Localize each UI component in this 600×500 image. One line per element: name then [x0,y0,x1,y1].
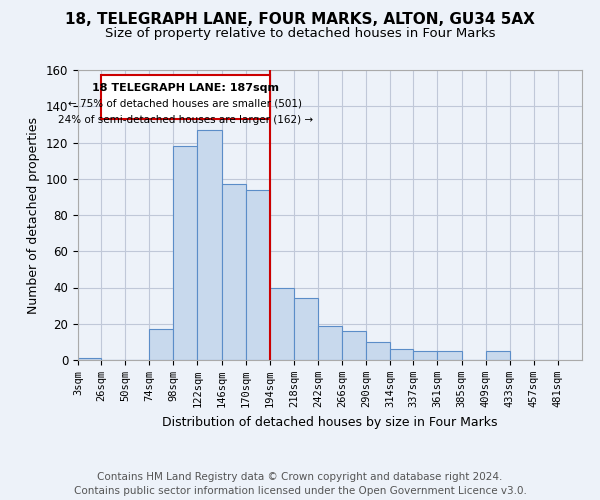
Bar [221,184,245,360]
FancyBboxPatch shape [101,76,270,119]
Bar [197,130,221,360]
Bar [173,146,197,360]
Bar [366,342,390,360]
Y-axis label: Number of detached properties: Number of detached properties [28,116,40,314]
Text: Contains public sector information licensed under the Open Government Licence v3: Contains public sector information licen… [74,486,526,496]
Text: 18 TELEGRAPH LANE: 187sqm: 18 TELEGRAPH LANE: 187sqm [92,82,279,92]
Text: Size of property relative to detached houses in Four Marks: Size of property relative to detached ho… [105,28,495,40]
Bar [390,349,413,360]
Bar [413,351,437,360]
Text: 18, TELEGRAPH LANE, FOUR MARKS, ALTON, GU34 5AX: 18, TELEGRAPH LANE, FOUR MARKS, ALTON, G… [65,12,535,28]
Bar [245,190,270,360]
X-axis label: Distribution of detached houses by size in Four Marks: Distribution of detached houses by size … [162,416,498,428]
Bar [318,326,342,360]
Bar [270,288,294,360]
Bar [294,298,318,360]
Bar [485,351,510,360]
Bar [78,358,101,360]
Bar [149,329,173,360]
Text: ← 75% of detached houses are smaller (501): ← 75% of detached houses are smaller (50… [68,99,302,109]
Bar [437,351,461,360]
Bar [342,331,366,360]
Text: 24% of semi-detached houses are larger (162) →: 24% of semi-detached houses are larger (… [58,116,313,126]
Text: Contains HM Land Registry data © Crown copyright and database right 2024.: Contains HM Land Registry data © Crown c… [97,472,503,482]
